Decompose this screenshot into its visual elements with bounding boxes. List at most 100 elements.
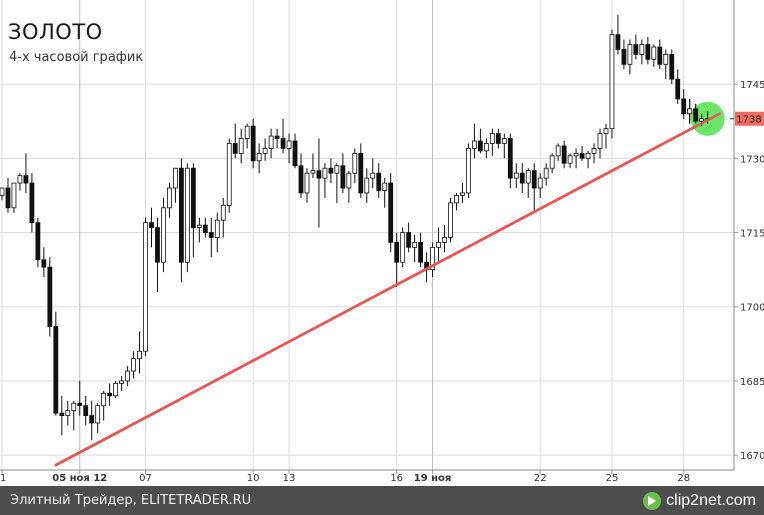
brand-label: clip2net.com — [666, 491, 756, 509]
candle — [340, 165, 346, 189]
chart-title: ЗОЛОТО — [8, 20, 103, 44]
candle — [125, 370, 130, 382]
candle — [262, 148, 268, 154]
candle — [238, 138, 244, 154]
candle — [71, 402, 77, 412]
candle — [376, 172, 382, 191]
x-tick-label: 28 — [677, 473, 690, 484]
chart-subtitle: 4-х часовой график — [9, 50, 144, 65]
candle — [693, 108, 699, 122]
candle — [155, 227, 160, 263]
candle — [149, 222, 154, 228]
candle — [501, 138, 507, 144]
candle — [495, 133, 501, 144]
candle — [143, 222, 148, 352]
x-tick-label: 25 — [606, 473, 619, 484]
candle — [657, 46, 663, 65]
candle — [615, 34, 621, 50]
candle — [573, 152, 579, 157]
candle — [11, 182, 17, 209]
candle — [226, 143, 232, 206]
last-price-label: 1738 — [736, 115, 761, 126]
candle — [663, 54, 669, 65]
x-tick-label: 1 — [0, 473, 6, 484]
candle — [579, 152, 585, 159]
candle — [567, 155, 573, 164]
candle — [442, 237, 447, 243]
candle — [513, 172, 519, 179]
clip2net-brand[interactable]: clip2net.com — [643, 490, 756, 511]
candle — [651, 46, 657, 60]
y-tick-label: 1745 — [740, 80, 764, 91]
trendline-overlay — [54, 112, 721, 467]
candle — [334, 165, 340, 174]
candlestick-chart: 1670 1685 1700 1715 1730 1745 1 05 ноя 12 07 10 13… — [0, 0, 764, 484]
x-tick-label: 16 — [390, 473, 403, 484]
x-tick-label: 22 — [534, 473, 547, 484]
candle — [202, 224, 208, 233]
candle — [412, 242, 418, 248]
candle — [549, 155, 555, 169]
candle — [669, 54, 675, 80]
candle — [23, 175, 29, 184]
candle — [472, 140, 477, 149]
y-tick-label: 1685 — [740, 377, 764, 388]
candle — [585, 152, 591, 159]
candle — [489, 133, 495, 144]
candle — [633, 44, 639, 55]
candle — [460, 192, 465, 196]
candle — [208, 232, 214, 238]
candle — [280, 138, 286, 149]
candle — [394, 242, 400, 263]
candle — [621, 49, 627, 65]
y-tick-label: 1730 — [740, 154, 764, 165]
candle — [113, 383, 119, 397]
candle — [17, 175, 23, 184]
candle — [250, 125, 256, 162]
y-tick-label: 1700 — [740, 303, 764, 314]
candle — [107, 392, 113, 397]
candle — [65, 410, 71, 416]
candle — [95, 405, 101, 424]
candle — [543, 167, 549, 179]
candle — [83, 405, 89, 416]
candle — [531, 170, 537, 189]
candle — [346, 172, 352, 189]
x-tick-label: 19 ноя — [414, 473, 452, 484]
candle — [59, 412, 65, 416]
candle — [436, 242, 441, 248]
candle — [173, 167, 178, 189]
candle — [328, 167, 334, 174]
candle — [322, 167, 328, 179]
candle — [603, 128, 609, 134]
candle — [519, 172, 525, 184]
candle — [298, 165, 304, 194]
candle — [400, 232, 406, 263]
last-price-marker — [735, 111, 764, 126]
candle — [0, 187, 5, 196]
candle — [29, 182, 35, 224]
candle — [316, 170, 322, 179]
candle — [220, 204, 226, 221]
candle — [190, 167, 196, 228]
candle — [675, 78, 681, 100]
candle — [406, 232, 412, 248]
candle — [699, 118, 705, 122]
clip2net-logo-icon — [643, 491, 662, 510]
candle — [292, 140, 298, 167]
candle — [597, 133, 603, 149]
candle — [167, 187, 172, 209]
candle — [304, 172, 310, 194]
candle — [555, 145, 561, 157]
candle — [364, 177, 370, 194]
candle — [161, 207, 166, 263]
x-tick-label: 07 — [139, 473, 152, 484]
candle — [137, 350, 142, 360]
candle — [609, 34, 615, 130]
candle — [370, 172, 376, 179]
candle — [274, 135, 280, 139]
candle — [184, 167, 190, 263]
candle — [645, 44, 651, 60]
candle — [47, 266, 53, 327]
